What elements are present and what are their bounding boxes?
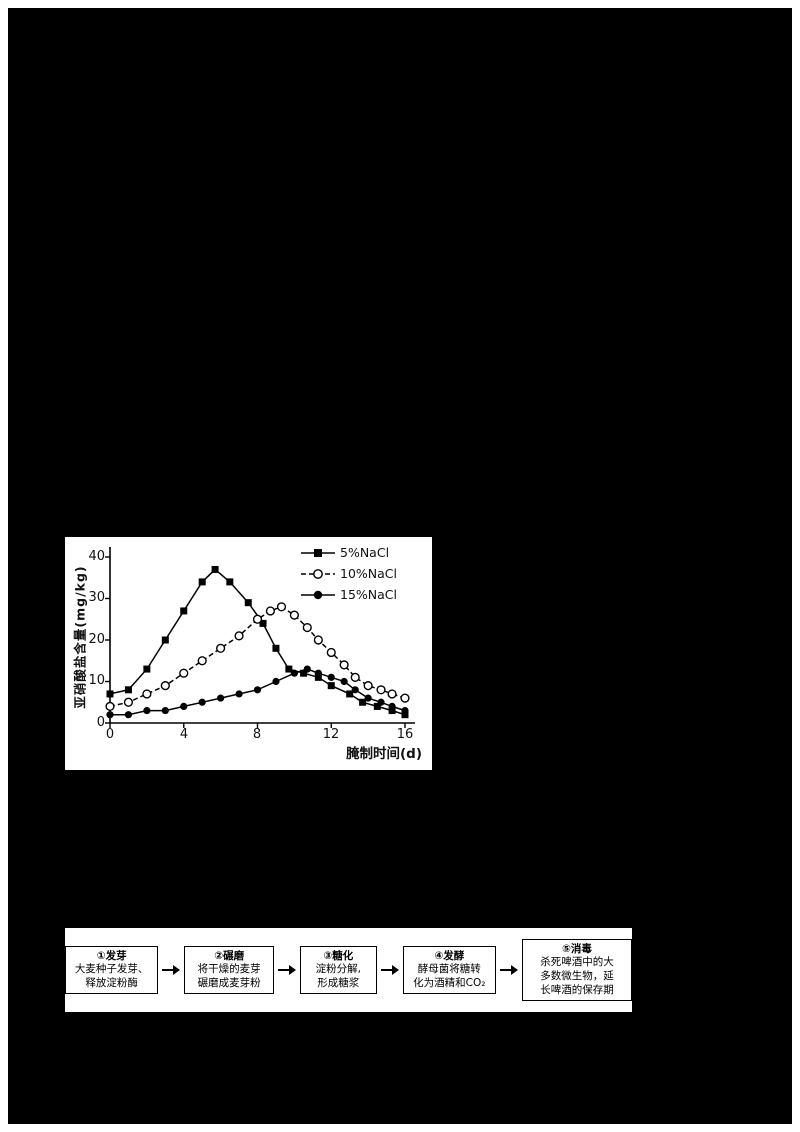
y-tick-30: 30 bbox=[88, 590, 105, 605]
legend-item-5nacl: 5%NaCl bbox=[301, 542, 397, 563]
x-axis-title: 腌制时间(d) bbox=[345, 746, 422, 762]
arrow-right-icon bbox=[499, 965, 518, 975]
flow-step-text: 碾磨成麦芽粉 bbox=[197, 976, 261, 989]
open-circle-marker-icon bbox=[301, 568, 335, 579]
y-tick-20: 20 bbox=[88, 632, 105, 647]
arrow-right-icon bbox=[162, 965, 181, 975]
nitrite-line-chart bbox=[105, 547, 415, 728]
flow-step-text: 化为酒精和CO₂ bbox=[413, 976, 486, 989]
flow-step-text: 将干燥的麦芽 bbox=[197, 963, 261, 976]
arrow-right-icon bbox=[277, 965, 296, 975]
flow-step-text: 长啤酒的保存期 bbox=[540, 983, 614, 996]
x-tick-8: 8 bbox=[252, 727, 262, 742]
filled-square-marker-icon bbox=[301, 548, 335, 557]
legend-label: 5%NaCl bbox=[340, 545, 390, 560]
y-tick-40: 40 bbox=[88, 549, 105, 564]
flow-step-text: 淀粉分解, bbox=[315, 963, 361, 976]
flow-step-title: ①发芽 bbox=[96, 949, 127, 962]
y-tick-10: 10 bbox=[88, 673, 105, 688]
flow-step-milling: ②碾磨 将干燥的麦芽 碾磨成麦芽粉 bbox=[184, 945, 274, 995]
x-tick-12: 12 bbox=[322, 727, 340, 742]
flow-step-fermentation: ④发酵 酵母菌将糖转 化为酒精和CO₂ bbox=[402, 945, 496, 995]
y-axis-title: 亚硝酸盐含量(mg/kg) bbox=[72, 565, 88, 709]
flow-step-title: ③糖化 bbox=[323, 949, 354, 962]
flow-step-text: 酵母菌将糖转 bbox=[417, 963, 481, 976]
flow-step-germination: ①发芽 大麦种子发芽、 释放淀粉酶 bbox=[65, 945, 159, 995]
flow-step-text: 形成糖浆 bbox=[317, 976, 360, 989]
arrow-right-icon bbox=[380, 965, 399, 975]
flow-step-text: 多数微生物，延 bbox=[540, 970, 614, 982]
flow-step-title: ②碾磨 bbox=[214, 949, 245, 962]
nitrite-chart-panel: 40 30 20 10 0 0 4 8 12 16 亚硝酸盐含量(mg/kg) … bbox=[65, 537, 432, 770]
flow-step-title: ⑤消毒 bbox=[562, 942, 592, 955]
flow-step-text: 大麦种子发芽、 bbox=[74, 963, 149, 976]
flow-step-sterilization: ⑤消毒 杀死啤酒中的大 多数微生物，延 长啤酒的保存期 bbox=[521, 938, 632, 1002]
chart-legend: 5%NaCl 10%NaCl 15%NaCl bbox=[301, 542, 397, 605]
x-tick-16: 16 bbox=[396, 727, 414, 742]
legend-label: 10%NaCl bbox=[340, 566, 397, 581]
flow-step-text: 释放淀粉酶 bbox=[85, 976, 138, 989]
flow-step-title: ④发酵 bbox=[434, 949, 465, 962]
x-tick-0: 0 bbox=[105, 727, 115, 742]
legend-label: 15%NaCl bbox=[340, 587, 397, 602]
filled-circle-marker-icon bbox=[301, 590, 335, 599]
legend-item-10nacl: 10%NaCl bbox=[301, 563, 397, 584]
beer-process-flowchart: ①发芽 大麦种子发芽、 释放淀粉酶 ②碾磨 将干燥的麦芽 碾磨成麦芽粉 ③糖化 … bbox=[65, 928, 632, 1012]
legend-item-15nacl: 15%NaCl bbox=[301, 584, 397, 605]
flow-step-saccharification: ③糖化 淀粉分解, 形成糖浆 bbox=[299, 945, 377, 995]
x-tick-4: 4 bbox=[179, 727, 189, 742]
flow-step-text: 杀死啤酒中的大 bbox=[540, 956, 614, 969]
y-tick-0: 0 bbox=[96, 715, 105, 730]
flowchart-row: ①发芽 大麦种子发芽、 释放淀粉酶 ②碾磨 将干燥的麦芽 碾磨成麦芽粉 ③糖化 … bbox=[65, 928, 632, 1012]
